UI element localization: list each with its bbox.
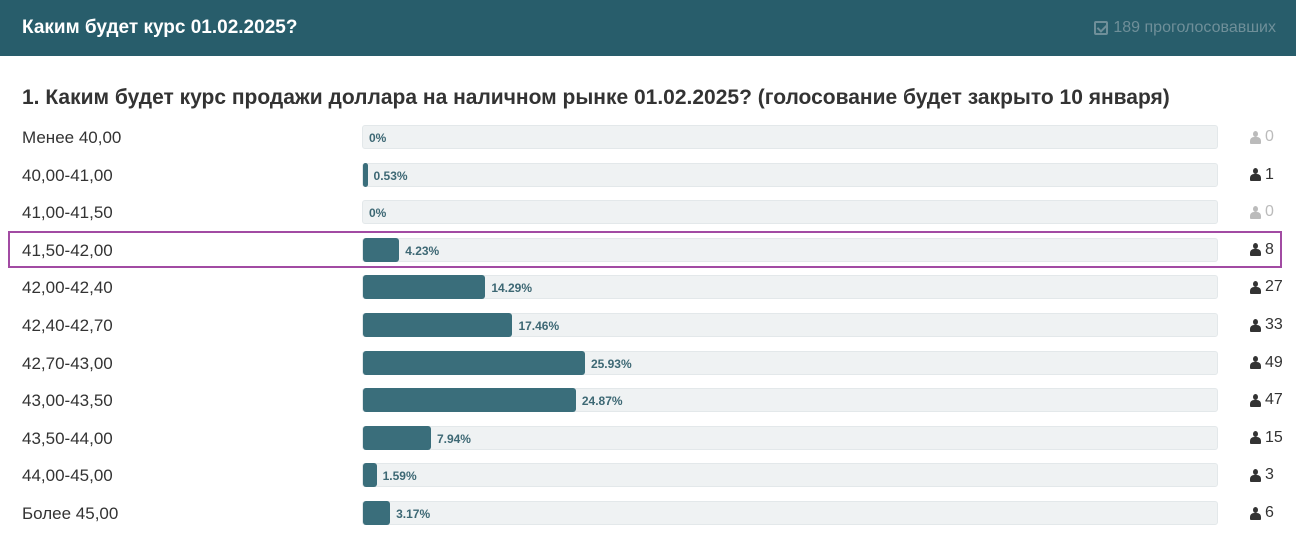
bar: [363, 275, 486, 300]
percent-label: 4.23%: [405, 243, 440, 258]
percent-label: 14.29%: [491, 281, 533, 296]
result-row: 43,50-44,00 7.94% 15: [0, 425, 1296, 452]
option-label: 43,50-44,00: [22, 428, 113, 448]
vote-count: 1: [1250, 166, 1274, 184]
count-value: 3: [1265, 466, 1274, 484]
bar: [363, 463, 377, 488]
option-label: 42,40-42,70: [22, 316, 113, 335]
check-square-icon: [1094, 21, 1109, 35]
percent-label: 7.94%: [436, 431, 471, 446]
percent-label: 3.17%: [396, 507, 431, 521]
user-icon: [1250, 506, 1261, 520]
user-icon: [1250, 280, 1261, 294]
vote-count: 27: [1250, 278, 1283, 296]
vote-count: 49: [1250, 354, 1283, 372]
count-value: 0: [1265, 203, 1274, 221]
bar: [363, 313, 513, 337]
result-row: 40,00-41,00 0.53% 1: [0, 162, 1296, 189]
poll-title: Каким будет курс 01.02.2025?: [22, 17, 298, 38]
count-value: 49: [1265, 353, 1283, 371]
vote-count: 33: [1250, 316, 1283, 334]
bar: [363, 237, 400, 262]
result-row: 42,70-43,00 25.93% 49: [0, 350, 1296, 377]
result-row: 43,00-43,50 24.87% 47: [0, 388, 1296, 414]
result-row: Менее 40,00 0% 0: [0, 125, 1296, 151]
option-label: 41,50-42,00: [22, 240, 113, 260]
count-value: 27: [1265, 278, 1283, 296]
percent-label: 1.59%: [382, 469, 417, 484]
vote-count: 3: [1250, 466, 1274, 484]
percent-label: 0%: [369, 131, 387, 145]
result-row: 41,00-41,50 0% 0: [0, 200, 1296, 226]
user-icon: [1250, 468, 1261, 482]
votes-label: 189 проголосовавших: [1113, 19, 1276, 36]
percent-label: 24.87%: [581, 394, 623, 409]
option-label: 40,00-41,00: [22, 165, 113, 185]
user-icon: [1250, 243, 1261, 257]
percent-label: 0%: [369, 206, 387, 221]
option-label: 42,00-42,40: [22, 278, 113, 298]
result-row: 42,00-42,40 14.29% 27: [0, 275, 1296, 301]
bar: [363, 388, 576, 413]
vote-count: 0: [1250, 203, 1274, 221]
bar: [363, 162, 368, 187]
vote-count: 8: [1250, 241, 1274, 259]
count-value: 6: [1265, 504, 1274, 521]
vote-count: 0: [1250, 128, 1274, 146]
result-row: 44,00-45,00 1.59% 3: [0, 463, 1296, 489]
vote-count: 6: [1250, 504, 1274, 522]
bar-track: 0%: [362, 125, 1218, 149]
count-value: 1: [1265, 165, 1274, 183]
user-icon: [1250, 130, 1261, 144]
highlight-box: [8, 231, 1282, 268]
option-label: 43,00-43,50: [22, 391, 113, 411]
option-label: 42,70-43,00: [22, 353, 113, 373]
vote-count: 47: [1250, 391, 1283, 409]
bar-track: 0%: [362, 200, 1218, 225]
bar-track: 14.29%: [362, 275, 1218, 300]
user-icon: [1250, 393, 1261, 407]
bar: [363, 425, 431, 450]
user-icon: [1250, 356, 1261, 370]
count-value: 8: [1265, 240, 1274, 258]
user-icon: [1250, 168, 1261, 182]
option-label: 44,00-45,00: [22, 466, 113, 486]
bar-track: 17.46%: [362, 313, 1218, 337]
bar-track: 7.94%: [362, 425, 1218, 450]
result-row: 41,50-42,00 4.23% 8: [0, 237, 1296, 264]
result-row: Более 45,00 3.17% 6: [0, 501, 1296, 527]
count-value: 47: [1265, 391, 1283, 409]
user-icon: [1250, 431, 1261, 445]
bar-track: 25.93%: [362, 350, 1218, 375]
option-label: Более 45,00: [22, 504, 119, 523]
count-value: 33: [1265, 316, 1283, 333]
bar-track: 0.53%: [362, 162, 1218, 187]
result-row: 42,40-42,70 17.46% 33: [0, 313, 1296, 339]
count-value: 15: [1265, 428, 1283, 446]
bar: [363, 350, 585, 375]
bar-track: 1.59%: [362, 463, 1218, 488]
poll-header: Каким будет курс 01.02.2025? 189 проголо…: [0, 0, 1296, 56]
percent-label: 0.53%: [373, 168, 408, 183]
percent-label: 25.93%: [590, 356, 632, 371]
vote-count: 15: [1250, 429, 1283, 447]
user-icon: [1250, 318, 1261, 332]
votes-count: 189 проголосовавших: [1094, 19, 1276, 37]
count-value: 0: [1265, 128, 1274, 145]
bar: [363, 501, 391, 525]
percent-label: 17.46%: [518, 319, 560, 333]
option-label: 41,00-41,50: [22, 203, 113, 223]
bar-track: 4.23%: [362, 237, 1218, 262]
user-icon: [1250, 205, 1261, 219]
option-label: Менее 40,00: [22, 128, 122, 147]
bar-track: 24.87%: [362, 388, 1218, 413]
bar-track: 3.17%: [362, 501, 1218, 525]
question-title: 1. Каким будет курс продажи доллара на н…: [22, 86, 1170, 109]
